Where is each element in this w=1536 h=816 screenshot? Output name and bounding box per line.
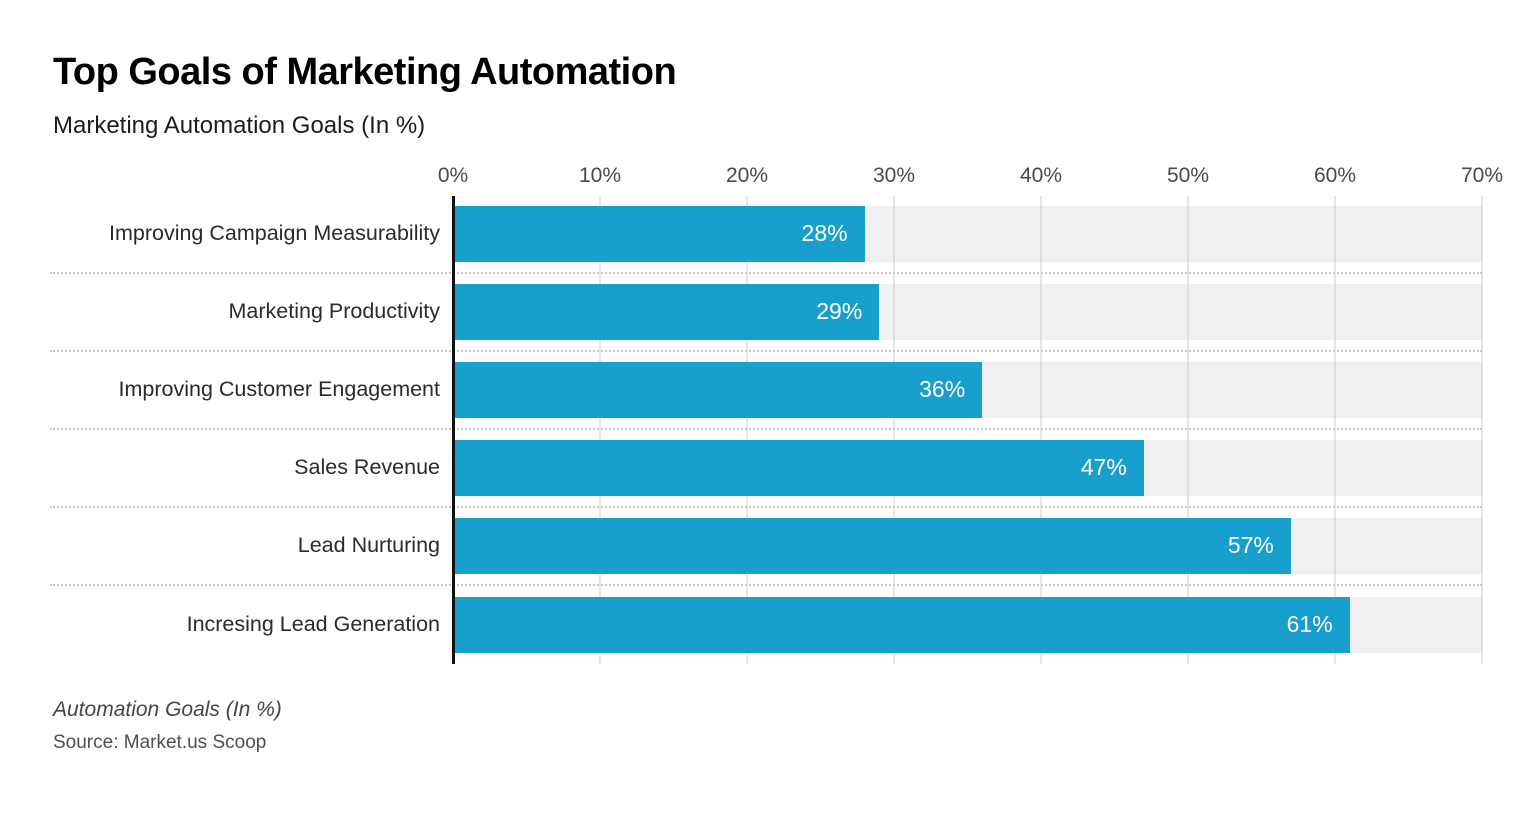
gridline <box>1334 195 1336 664</box>
gridline <box>1187 195 1189 664</box>
x-tick-label: 30% <box>872 163 916 187</box>
bar-row: Marketing Productivity 29% <box>50 274 1482 352</box>
footer-note: Automation Goals (In %) <box>53 697 282 721</box>
bar: 47% <box>453 439 1144 496</box>
category-label: Marketing Productivity <box>228 299 441 324</box>
value-label: 57% <box>1227 532 1274 559</box>
x-tick-label: 10% <box>578 163 622 187</box>
bar-track: 36% <box>453 361 1482 418</box>
chart-title: Top Goals of Marketing Automation <box>53 51 677 93</box>
value-label: 36% <box>919 376 966 403</box>
bar-row: Sales Revenue 47% <box>50 430 1482 508</box>
gridline <box>1481 195 1483 664</box>
category-label: Incresing Lead Generation <box>186 612 440 637</box>
chart-footer: Automation Goals (In %) Source: Market.u… <box>53 698 1536 754</box>
x-tick-label: 60% <box>1313 163 1357 187</box>
x-tick-label: 50% <box>1166 163 1210 187</box>
bar-track: 47% <box>453 439 1482 496</box>
bar: 61% <box>453 596 1350 653</box>
bar-track: 57% <box>453 517 1482 574</box>
bar-track: 28% <box>453 205 1482 262</box>
bar-row: Improving Campaign Measurability 28% <box>50 196 1482 274</box>
x-tick-label: 20% <box>725 163 769 187</box>
bar: 28% <box>453 205 865 262</box>
gridline <box>746 195 748 664</box>
plot-area: Improving Campaign Measurability 28% Marke… <box>50 195 1483 664</box>
category-label: Improving Campaign Measurability <box>108 221 440 246</box>
value-label: 29% <box>816 298 863 325</box>
bar: 36% <box>453 361 983 418</box>
x-axis: 0% 10% 20% 30% 40% 50% 60% 70% <box>438 154 1503 196</box>
bar-rows: Improving Campaign Measurability 28% Marke… <box>50 196 1482 664</box>
gridline <box>1040 195 1042 664</box>
gridline <box>599 195 601 664</box>
chart-subtitle: Marketing Automation Goals (In %) <box>53 111 426 139</box>
bar: 29% <box>453 283 880 340</box>
category-label: Lead Nurturing <box>297 533 440 558</box>
source-note: Source: Market.us Scoop <box>53 731 267 753</box>
bar-chart: 0% 10% 20% 30% 40% 50% 60% 70% Improving Campai… <box>50 154 1503 664</box>
gridline <box>893 195 895 664</box>
value-label: 28% <box>801 220 848 247</box>
bar-row: Lead Nurturing 57% <box>50 508 1482 586</box>
value-label: 47% <box>1080 454 1127 481</box>
x-tick-label: 40% <box>1019 163 1063 187</box>
bar: 57% <box>453 517 1291 574</box>
bar-track: 29% <box>453 283 1482 340</box>
gridlines <box>453 195 1483 664</box>
x-tick-label: 70% <box>1460 163 1504 187</box>
value-label: 61% <box>1286 611 1333 638</box>
bar-track: 61% <box>453 596 1482 653</box>
bar-row: Improving Customer Engagement 36% <box>50 352 1482 430</box>
chart-header: Top Goals of Marketing Automation Market… <box>0 0 1536 140</box>
y-axis-line <box>452 195 455 664</box>
category-label: Improving Customer Engagement <box>118 377 440 402</box>
bar-row: Incresing Lead Generation 61% <box>50 586 1482 664</box>
category-label: Sales Revenue <box>294 455 440 480</box>
x-tick-label: 0% <box>437 163 469 187</box>
